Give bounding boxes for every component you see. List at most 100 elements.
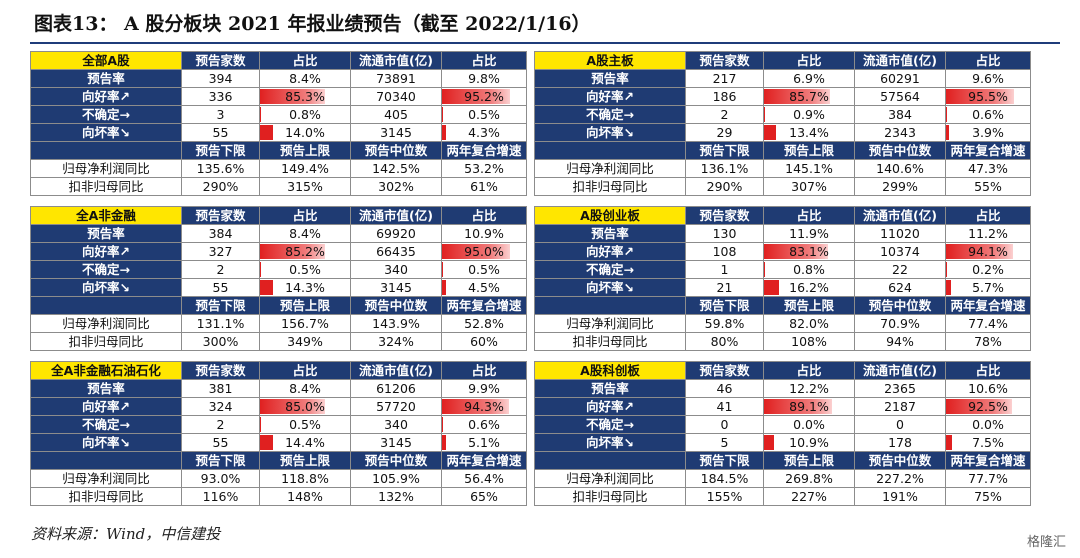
column-header: 流通市值(亿) bbox=[854, 206, 946, 225]
row-label: 向好率↗ bbox=[30, 242, 182, 261]
sector-panel: 全部A股 预告家数 占比 流通市值(亿) 占比 预告率 394 8.4% 73891 9.8% 向好… bbox=[30, 51, 527, 196]
stat-column-header: 两年复合增速 bbox=[945, 141, 1031, 160]
percent-value: 85.0% bbox=[285, 398, 325, 414]
stat-value: 299% bbox=[854, 177, 946, 196]
stat-value: 269.8% bbox=[763, 469, 855, 488]
percent-bar bbox=[946, 280, 951, 295]
column-header: 占比 bbox=[763, 361, 855, 380]
table-row: 不确定→ 0 0.0% 0 0.0% bbox=[534, 415, 1031, 434]
percent-value: 95.5% bbox=[968, 88, 1008, 104]
stat-value: 140.6% bbox=[854, 159, 946, 178]
percent-value: 89.1% bbox=[789, 398, 829, 414]
table-row: 向坏率↘ 55 14.0% 3145 4.3% bbox=[30, 123, 527, 142]
percent-bar bbox=[764, 262, 765, 277]
cell-value: 108 bbox=[685, 242, 764, 261]
row-label: 预告率 bbox=[534, 224, 686, 243]
stat-column-header: 预告中位数 bbox=[350, 141, 442, 160]
row-label: 预告率 bbox=[30, 379, 182, 398]
percent-value: 13.4% bbox=[789, 124, 829, 140]
cell-value: 327 bbox=[181, 242, 260, 261]
percent-cell: 4.5% bbox=[441, 278, 527, 297]
stat-header-row: 预告下限 预告上限 预告中位数 两年复合增速 bbox=[534, 141, 1031, 160]
column-header: 预告家数 bbox=[181, 361, 260, 380]
percent-cell: 95.0% bbox=[441, 242, 527, 261]
stat-header-blank bbox=[534, 141, 686, 160]
stat-column-header: 预告下限 bbox=[181, 451, 260, 470]
stat-value: 59.8% bbox=[685, 314, 764, 333]
stat-value: 290% bbox=[685, 177, 764, 196]
panel-name: A股主板 bbox=[534, 51, 686, 70]
stat-value: 349% bbox=[259, 332, 351, 351]
cell-value: 73891 bbox=[350, 69, 442, 88]
percent-value: 92.5% bbox=[968, 398, 1008, 414]
stat-row: 归母净利润同比 131.1% 156.7% 143.9% 52.8% bbox=[30, 314, 527, 333]
percent-value: 4.3% bbox=[468, 124, 500, 140]
cell-value: 8.4% bbox=[259, 69, 351, 88]
cell-value: 2 bbox=[181, 260, 260, 279]
percent-cell: 85.3% bbox=[259, 87, 351, 106]
stat-value: 227% bbox=[763, 487, 855, 506]
stat-value: 61% bbox=[441, 177, 527, 196]
cell-value: 2187 bbox=[854, 397, 946, 416]
stat-column-header: 预告下限 bbox=[685, 141, 764, 160]
percent-bar bbox=[946, 107, 947, 122]
stat-value: 131.1% bbox=[181, 314, 260, 333]
percent-cell: 0.6% bbox=[945, 105, 1031, 124]
cell-value: 2 bbox=[181, 415, 260, 434]
stat-header-row: 预告下限 预告上限 预告中位数 两年复合增速 bbox=[534, 296, 1031, 315]
stat-value: 118.8% bbox=[259, 469, 351, 488]
percent-value: 85.7% bbox=[789, 88, 829, 104]
table-row: 向好率↗ 324 85.0% 57720 94.3% bbox=[30, 397, 527, 416]
percent-cell: 5.7% bbox=[945, 278, 1031, 297]
table-row: 不确定→ 2 0.5% 340 0.6% bbox=[30, 415, 527, 434]
stat-value: 307% bbox=[763, 177, 855, 196]
row-label: 向坏率↘ bbox=[534, 433, 686, 452]
panel-name: 全部A股 bbox=[30, 51, 182, 70]
cell-value: 46 bbox=[685, 379, 764, 398]
cell-value: 130 bbox=[685, 224, 764, 243]
cell-value: 3145 bbox=[350, 278, 442, 297]
column-header: 占比 bbox=[441, 51, 527, 70]
stat-column-header: 两年复合增速 bbox=[441, 141, 527, 160]
row-label: 不确定→ bbox=[534, 260, 686, 279]
stat-label: 归母净利润同比 bbox=[30, 469, 182, 488]
row-label: 不确定→ bbox=[30, 415, 182, 434]
cell-value: 381 bbox=[181, 379, 260, 398]
percent-cell: 16.2% bbox=[763, 278, 855, 297]
cell-value: 57564 bbox=[854, 87, 946, 106]
stat-column-header: 预告上限 bbox=[763, 451, 855, 470]
sector-panel: A股科创板 预告家数 占比 流通市值(亿) 占比 预告率 46 12.2% 2365 10.6% 向… bbox=[534, 361, 1031, 506]
percent-cell: 3.9% bbox=[945, 123, 1031, 142]
stat-column-header: 预告上限 bbox=[763, 141, 855, 160]
table-row: 向好率↗ 327 85.2% 66435 95.0% bbox=[30, 242, 527, 261]
cell-value: 10.9% bbox=[441, 224, 527, 243]
percent-value: 85.2% bbox=[285, 243, 325, 259]
cell-value: 10374 bbox=[854, 242, 946, 261]
percent-cell: 85.7% bbox=[763, 87, 855, 106]
cell-value: 70340 bbox=[350, 87, 442, 106]
sector-panel: 全A非金融石油石化 预告家数 占比 流通市值(亿) 占比 预告率 381 8.4% 61206 9… bbox=[30, 361, 527, 506]
table-row: 向好率↗ 186 85.7% 57564 95.5% bbox=[534, 87, 1031, 106]
cell-value: 21 bbox=[685, 278, 764, 297]
row-label: 不确定→ bbox=[534, 415, 686, 434]
percent-bar bbox=[764, 89, 830, 104]
column-header: 流通市值(亿) bbox=[854, 361, 946, 380]
cell-value: 6.9% bbox=[763, 69, 855, 88]
stat-value: 324% bbox=[350, 332, 442, 351]
percent-cell: 13.4% bbox=[763, 123, 855, 142]
row-label: 向坏率↘ bbox=[30, 278, 182, 297]
stat-value: 136.1% bbox=[685, 159, 764, 178]
stat-value: 70.9% bbox=[854, 314, 946, 333]
row-label: 向坏率↘ bbox=[30, 433, 182, 452]
percent-value: 0.9% bbox=[793, 106, 825, 122]
cell-value: 2365 bbox=[854, 379, 946, 398]
stat-row: 扣非归母同比 155% 227% 191% 75% bbox=[534, 487, 1031, 506]
stat-row: 扣非归母同比 290% 307% 299% 55% bbox=[534, 177, 1031, 196]
percent-cell: 92.5% bbox=[945, 397, 1031, 416]
table-row: 向好率↗ 336 85.3% 70340 95.2% bbox=[30, 87, 527, 106]
stat-row: 扣非归母同比 116% 148% 132% 65% bbox=[30, 487, 527, 506]
table-row: 不确定→ 3 0.8% 405 0.5% bbox=[30, 105, 527, 124]
percent-value: 10.9% bbox=[789, 434, 829, 450]
cell-value: 336 bbox=[181, 87, 260, 106]
percent-bar bbox=[946, 89, 1015, 104]
